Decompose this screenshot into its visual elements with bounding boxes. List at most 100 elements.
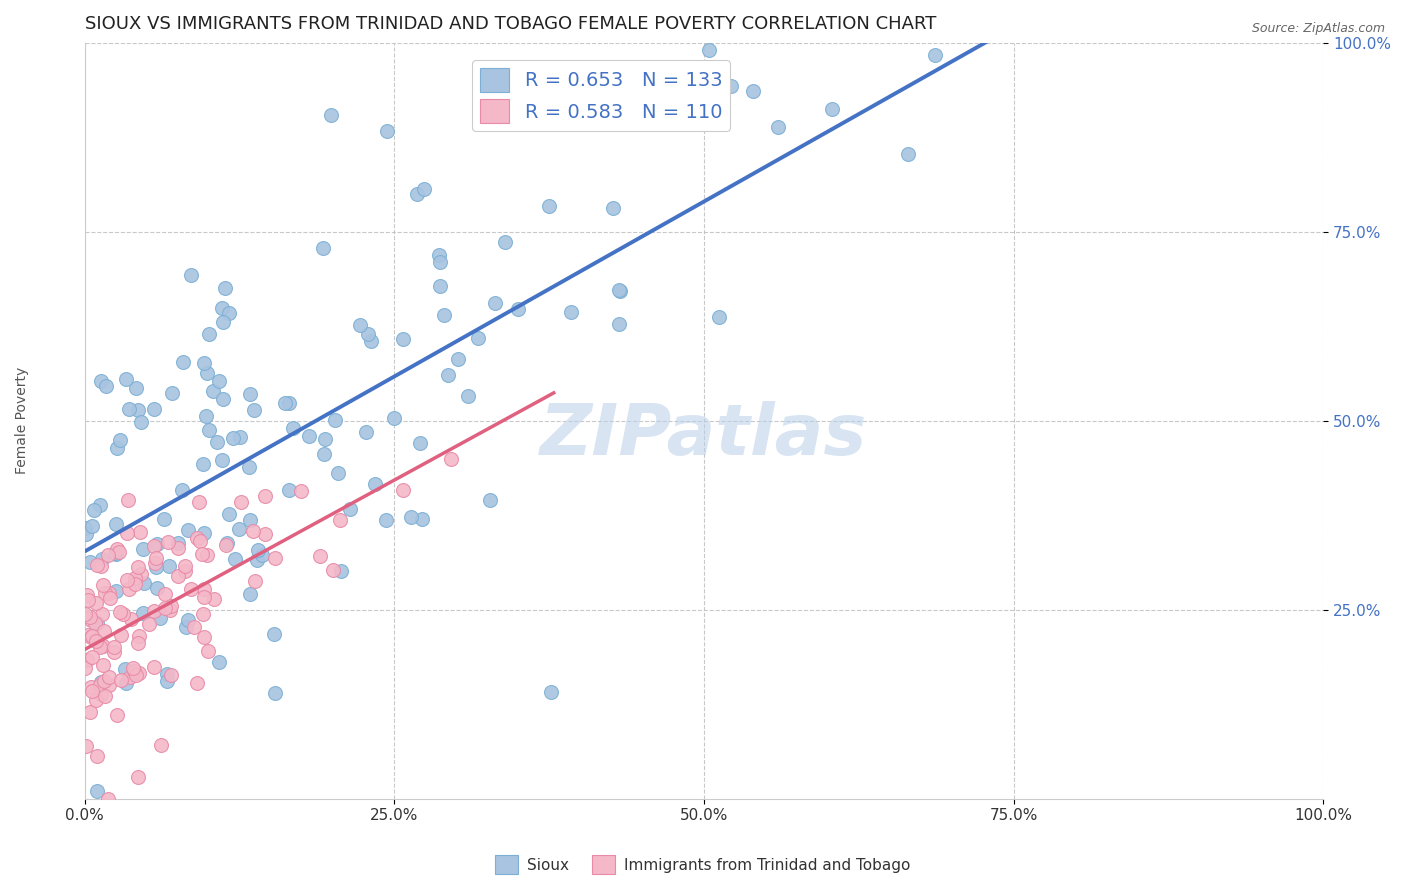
Point: [145, 560, 167, 574]
Point: [128, 629, 150, 643]
Point: [170, 483, 193, 497]
Point: [924, 47, 946, 62]
Point: [93, 689, 115, 703]
Point: [82, 519, 104, 533]
Point: [174, 620, 197, 634]
Point: [278, 396, 301, 410]
Point: [494, 235, 516, 250]
Point: [440, 451, 463, 466]
Point: [90, 559, 112, 574]
Point: [90, 687, 112, 701]
Point: [697, 44, 720, 58]
Point: [86, 749, 108, 764]
Point: [124, 381, 146, 395]
Point: [329, 564, 352, 578]
Point: [156, 667, 179, 681]
Point: [91, 657, 114, 672]
Point: [479, 493, 502, 508]
Point: [172, 355, 194, 369]
Point: [197, 643, 219, 657]
Point: [429, 247, 451, 261]
Point: [602, 201, 624, 215]
Point: [94, 586, 117, 600]
Point: [104, 547, 127, 561]
Point: [195, 366, 218, 380]
Point: [90, 374, 112, 388]
Point: [97, 791, 120, 805]
Point: [243, 403, 266, 417]
Point: [374, 512, 396, 526]
Point: [83, 503, 105, 517]
Point: [253, 489, 276, 503]
Point: [274, 396, 297, 410]
Point: [312, 241, 335, 255]
Point: [79, 555, 101, 569]
Point: [153, 512, 176, 526]
Point: [214, 281, 236, 295]
Point: [124, 576, 146, 591]
Point: [145, 537, 167, 551]
Point: [104, 546, 127, 560]
Point: [217, 535, 239, 549]
Point: [186, 531, 208, 545]
Point: [229, 495, 252, 509]
Point: [89, 498, 111, 512]
Point: [160, 599, 183, 614]
Point: [193, 525, 215, 540]
Point: [89, 678, 111, 692]
Point: [897, 147, 920, 161]
Point: [224, 552, 246, 566]
Point: [508, 302, 530, 317]
Point: [129, 415, 152, 429]
Point: [110, 628, 132, 642]
Point: [127, 559, 149, 574]
Point: [86, 784, 108, 798]
Point: [409, 435, 432, 450]
Point: [180, 582, 202, 596]
Point: [329, 513, 352, 527]
Y-axis label: Female Poverty: Female Poverty: [15, 368, 30, 475]
Point: [114, 662, 136, 676]
Point: [75, 739, 97, 754]
Point: [80, 613, 103, 627]
Point: [127, 771, 149, 785]
Point: [467, 331, 489, 345]
Point: [187, 495, 209, 509]
Point: [364, 477, 387, 491]
Point: [413, 182, 436, 196]
Point: [222, 431, 245, 445]
Point: [167, 536, 190, 550]
Point: [239, 587, 262, 601]
Point: [354, 425, 377, 440]
Point: [247, 543, 270, 558]
Point: [80, 629, 103, 643]
Point: [118, 401, 141, 416]
Point: [183, 620, 205, 634]
Point: [98, 591, 121, 605]
Point: [156, 674, 179, 689]
Point: [127, 403, 149, 417]
Point: [121, 660, 143, 674]
Point: [79, 705, 101, 719]
Point: [115, 372, 138, 386]
Point: [283, 421, 305, 435]
Point: [86, 596, 108, 610]
Point: [98, 678, 121, 692]
Point: [120, 612, 142, 626]
Point: [110, 605, 132, 619]
Point: [131, 566, 153, 581]
Point: [117, 525, 139, 540]
Point: [433, 308, 456, 322]
Point: [159, 603, 181, 617]
Point: [180, 268, 202, 282]
Point: [73, 521, 96, 535]
Point: [238, 460, 260, 475]
Point: [609, 317, 631, 331]
Point: [76, 588, 98, 602]
Point: [215, 538, 238, 552]
Point: [97, 670, 120, 684]
Point: [212, 392, 235, 406]
Point: [145, 581, 167, 595]
Point: [138, 616, 160, 631]
Point: [134, 575, 156, 590]
